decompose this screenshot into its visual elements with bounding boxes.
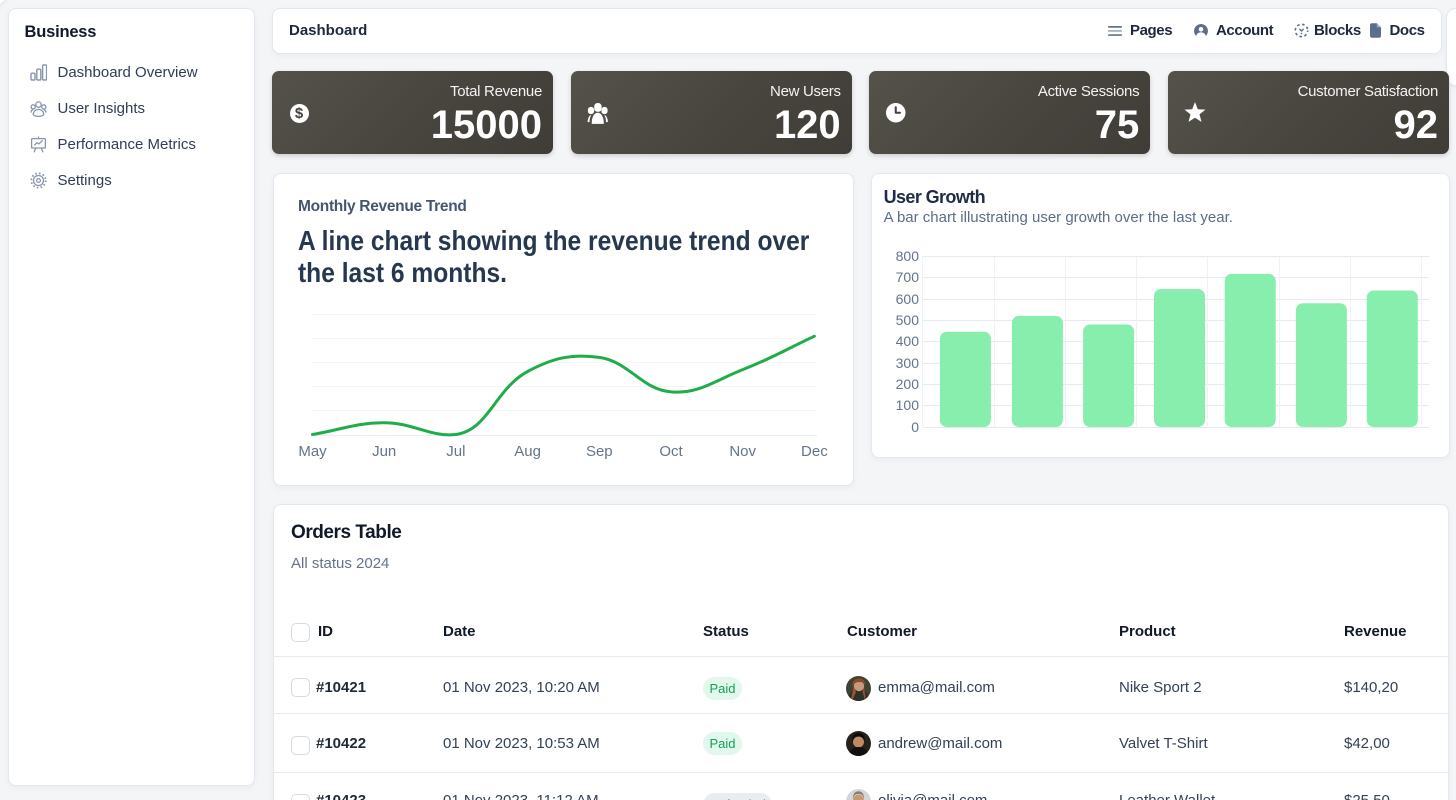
svg-text:800: 800 (895, 248, 919, 264)
svg-text:Nov: Nov (729, 443, 756, 460)
svg-text:Sep: Sep (586, 443, 613, 460)
svg-text:Oct: Oct (659, 443, 683, 460)
svg-text:100: 100 (895, 397, 919, 413)
svg-text:300: 300 (895, 355, 919, 371)
svg-text:0: 0 (911, 419, 919, 435)
svg-text:Jun: Jun (372, 443, 396, 460)
svg-text:500: 500 (895, 312, 919, 328)
svg-text:700: 700 (895, 269, 919, 285)
svg-text:200: 200 (895, 376, 919, 392)
svg-text:600: 600 (895, 291, 919, 307)
svg-text:Jul: Jul (446, 443, 465, 460)
svg-text:400: 400 (895, 333, 919, 349)
svg-text:Dec: Dec (801, 443, 828, 460)
svg-text:May: May (298, 443, 327, 460)
svg-text:Aug: Aug (514, 443, 541, 460)
